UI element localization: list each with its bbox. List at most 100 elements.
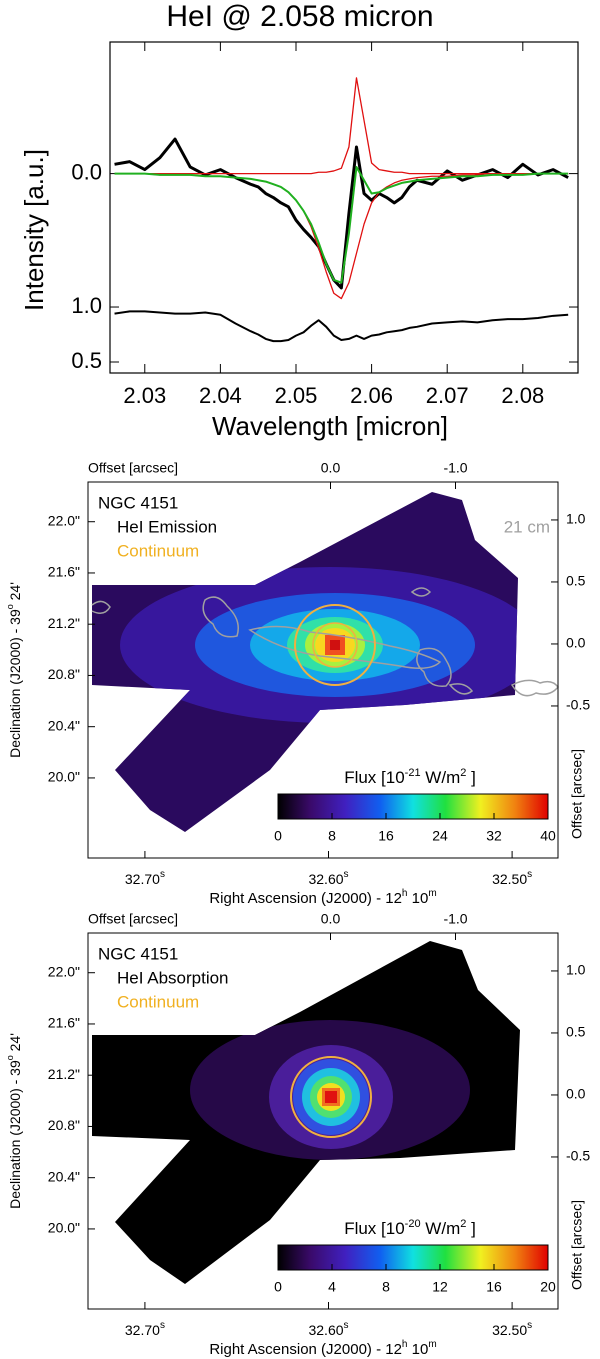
y-tick-label: 21.6" [48, 1015, 80, 1031]
y-axis-label-part: Declination (J2000) - 39 [7, 609, 23, 758]
map-core [325, 1091, 337, 1103]
x-axis-label-part: Right Ascension (J2000) - 12 [209, 890, 402, 907]
x-tick-label: 32.60s [308, 869, 348, 887]
y-tick-label: 21.2" [48, 1066, 80, 1082]
colorbar-tick-label: 20 [540, 1279, 556, 1295]
x2-tick-label: -1.0 [443, 460, 467, 476]
map-core [330, 640, 340, 650]
y-tick-label: 20.4" [48, 717, 80, 733]
legend-entry: HeI Absorption [117, 968, 229, 987]
x-tick-label: 32.50s [492, 869, 532, 887]
colorbar-tick-label: 0 [274, 828, 282, 844]
x2-tick-label: 0.0 [321, 460, 341, 476]
x2-axis-label: Offset [arcsec] [88, 911, 178, 927]
x-tick-label: 32.70s [125, 1320, 165, 1338]
colorbar-tick-label: 24 [432, 828, 448, 844]
y2-tick-label: 0.5 [566, 573, 586, 589]
x-tick-label: 2.03 [123, 383, 166, 408]
y2-tick-label: 1.0 [566, 962, 586, 978]
y-tick-label: 20.8" [48, 1117, 80, 1133]
spectrum-line [114, 77, 569, 175]
legend-entry: Continuum [117, 541, 199, 560]
y-axis-label-part: 24' [7, 1033, 23, 1055]
x-tick-label: 2.07 [426, 383, 469, 408]
y-axis-label: Intensity [a.u.] [19, 149, 49, 311]
colorbar [277, 793, 549, 820]
x-tick-value: 32.50 [492, 871, 527, 887]
colorbar-tick-label: 40 [540, 828, 556, 844]
legend-entry: HeI Emission [117, 517, 217, 536]
y2-tick-label: -0.5 [566, 697, 590, 713]
contour [416, 647, 452, 687]
object-name: NGC 4151 [98, 944, 178, 963]
colorbar-label: Flux [10-21 W/m2 ] [344, 767, 476, 788]
y2-tick-label: 0.0 [566, 635, 586, 651]
colorbar-label-part: Flux [10 [344, 1219, 404, 1238]
x2-axis-label: Offset [arcsec] [88, 460, 178, 476]
x-tick-label: 2.04 [199, 383, 242, 408]
colorbar-tick-label: 8 [328, 828, 336, 844]
x-axis-label-part: h [402, 1339, 408, 1350]
y-axis-label-part: Declination (J2000) - 39 [7, 1060, 23, 1209]
contour [202, 596, 239, 638]
chart-title: HeI @ 2.058 micron [166, 0, 433, 33]
contour [410, 587, 432, 597]
y-tick-label: 1.0 [71, 293, 102, 318]
x-tick-label: 32.60s [308, 1320, 348, 1338]
x-tick-label: 32.70s [125, 869, 165, 887]
colorbar-label-part: Flux [10 [344, 768, 404, 787]
contour-label: 21 cm [504, 517, 550, 536]
colorbar [277, 1244, 549, 1271]
continuum-contour [294, 604, 376, 686]
continuum-contour [290, 1056, 372, 1138]
y-tick-label: 21.6" [48, 564, 80, 580]
colorbar-label: Flux [10-20 W/m2 ] [344, 1218, 476, 1239]
colorbar-label-part: W/m [421, 1219, 461, 1238]
colorbar-tick-label: 4 [328, 1279, 336, 1295]
contour [448, 683, 474, 695]
colorbar-tick-label: 32 [486, 828, 502, 844]
y-tick-label: 22.0" [48, 963, 80, 979]
colorbar-label-part: -20 [405, 1218, 421, 1230]
y-tick-label: 22.0" [48, 512, 80, 528]
plot-frame [87, 481, 559, 859]
contour [248, 625, 442, 669]
x-axis-label-part: h [402, 888, 408, 899]
spectrum-line [114, 310, 569, 343]
colorbar-label-part: 2 [460, 1218, 466, 1230]
x-tick-unit: s [160, 869, 165, 880]
y2-tick-label: 0.5 [566, 1024, 586, 1040]
y-axis-label-part: o [5, 604, 15, 609]
contours-21cm [91, 587, 559, 697]
colorbar-tick-label: 0 [274, 1279, 282, 1295]
x-axis-label: Right Ascension (J2000) - 12h 10m [209, 1339, 436, 1358]
x-tick-label: 2.08 [501, 383, 544, 408]
y-tick-label: 0.5 [71, 348, 102, 373]
x-axis-label-part: m [428, 888, 436, 899]
x-tick-label: 2.05 [275, 383, 318, 408]
x2-tick-label: 0.0 [321, 911, 341, 927]
y2-tick-label: -0.5 [566, 1148, 590, 1164]
y-tick-label: 20.0" [48, 1220, 80, 1236]
object-name: NGC 4151 [98, 493, 178, 512]
plot-frame [109, 41, 579, 374]
colorbar-label-part: W/m [421, 768, 461, 787]
x-tick-unit: s [344, 869, 349, 880]
colorbar-tick-label: 12 [432, 1279, 448, 1295]
spectrum-line [114, 137, 569, 290]
spectrum-line [114, 165, 569, 284]
y-tick-label: 20.0" [48, 769, 80, 785]
y2-tick-label: 1.0 [566, 511, 586, 527]
x-tick-label: 2.06 [350, 383, 393, 408]
x-tick-label: 32.50s [492, 1320, 532, 1338]
colorbar-label-part: ] [466, 1219, 475, 1238]
y-tick-label: 20.8" [48, 666, 80, 682]
y-axis-label: Declination (J2000) - 39o 24' [5, 1033, 22, 1209]
x-tick-unit: s [344, 1320, 349, 1331]
colorbar-tick-label: 16 [486, 1279, 502, 1295]
x-tick-value: 32.70 [125, 1322, 160, 1338]
y-axis-label-part: 24' [7, 582, 23, 604]
colorbar-tick-label: 16 [378, 828, 394, 844]
